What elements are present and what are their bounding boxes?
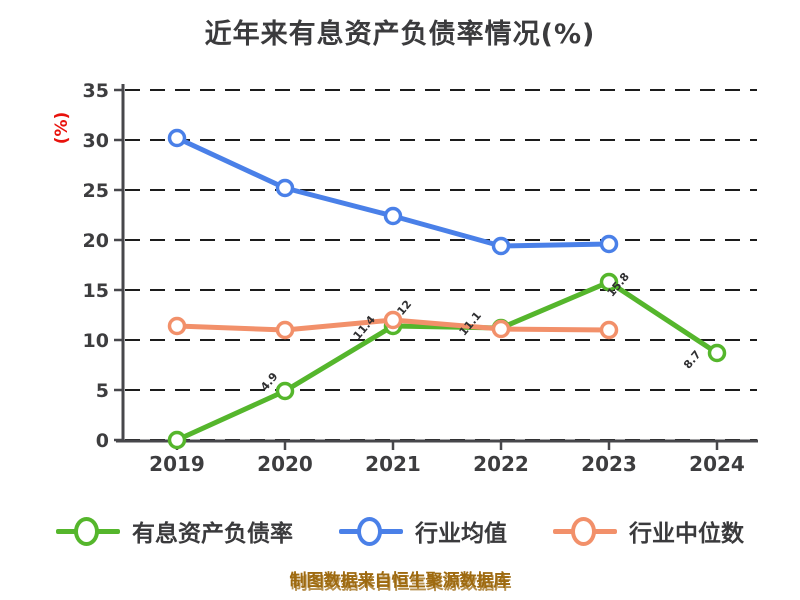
y-tick-label: 30 <box>83 130 109 152</box>
data-point-series-2 <box>167 316 187 336</box>
legend: 有息资产负债率 行业均值 行业中位数 <box>0 514 800 548</box>
data-point-series-1 <box>167 128 187 148</box>
data-point-series-0 <box>167 430 187 450</box>
legend-item-industry-median: 行业中位数 <box>553 514 744 548</box>
data-source-note: 制图数据来自恒生聚源数据库 <box>289 571 511 591</box>
legend-label: 有息资产负债率 <box>132 521 293 547</box>
y-tick-label: 15 <box>83 280 109 302</box>
green-line-marker-icon <box>56 516 120 546</box>
legend-item-debt-ratio: 有息资产负债率 <box>56 514 293 548</box>
y-tick-label: 25 <box>83 180 109 202</box>
x-tick-label: 2022 <box>473 452 529 476</box>
data-point-series-2 <box>491 319 511 339</box>
point-label: 8.7 <box>681 348 703 371</box>
series-line-1 <box>174 135 612 249</box>
chart-title: 近年来有息资产负债率情况(%) <box>204 19 596 50</box>
data-point-series-1 <box>275 178 295 198</box>
y-tick-label: 20 <box>83 230 109 252</box>
series-line-0 <box>174 279 720 443</box>
data-point-series-2 <box>383 310 403 330</box>
y-tick-label: 5 <box>96 380 109 402</box>
y-tick-label: 0 <box>96 430 109 452</box>
blue-line-marker-icon <box>339 516 403 546</box>
x-tick-label: 2023 <box>581 452 637 476</box>
x-tick-label: 2019 <box>149 452 205 476</box>
x-tick-label: 2021 <box>365 452 421 476</box>
data-point-series-0 <box>707 343 727 363</box>
data-point-series-1 <box>491 236 511 256</box>
data-point-series-0 <box>275 381 295 401</box>
data-point-series-2 <box>599 320 619 340</box>
data-point-series-1 <box>383 206 403 226</box>
legend-item-industry-mean: 行业均值 <box>339 514 507 548</box>
data-point-series-1 <box>599 234 619 254</box>
y-tick-label: 35 <box>83 80 109 102</box>
data-point-series-0 <box>599 272 619 292</box>
legend-label: 行业中位数 <box>629 521 744 547</box>
point-label: 11.1 <box>457 309 484 338</box>
data-point-series-2 <box>275 320 295 340</box>
orange-line-marker-icon <box>553 516 617 546</box>
x-tick-label: 2020 <box>257 452 313 476</box>
x-tick-label: 2024 <box>689 452 745 476</box>
y-tick-label: 10 <box>83 330 109 352</box>
legend-label: 行业均值 <box>415 521 507 547</box>
